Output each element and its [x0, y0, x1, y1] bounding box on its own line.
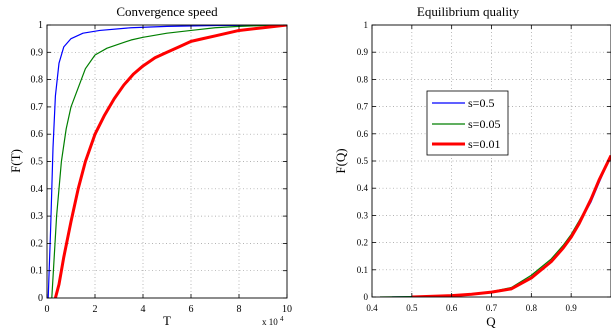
y-tick-label: 0.4	[357, 183, 369, 193]
x-tick-label: 4	[141, 304, 146, 315]
y-tick-label: 0.6	[31, 129, 44, 140]
grid	[372, 25, 611, 297]
y-tick-label: 1	[38, 20, 43, 31]
series-group	[47, 25, 287, 298]
y-tick-label: 0.2	[31, 238, 44, 249]
x-tick-label: 0.4	[366, 303, 378, 313]
x-tick-label: 8	[237, 304, 242, 315]
series-line-2	[411, 154, 611, 297]
x-tick-label: 0.5	[406, 303, 418, 313]
series-line-2	[53, 25, 287, 298]
chart-title: Equilibrium quality	[417, 4, 520, 19]
series-group	[379, 154, 611, 297]
x-axis-multiplier-base: x 10	[262, 317, 278, 327]
legend-label: s=0.05	[468, 117, 500, 131]
y-tick-label: 0.1	[357, 265, 368, 275]
y-tick-label: 0.3	[357, 210, 369, 220]
x-tick-label: 0.7	[486, 303, 498, 313]
grid	[47, 25, 287, 298]
y-tick-label: 1	[364, 20, 369, 30]
y-tick-label: 0.5	[357, 156, 369, 166]
y-axis-label: F(Q)	[333, 148, 348, 173]
y-tick-label: 0.3	[31, 211, 44, 222]
legend-entry-s005: s=0.05	[432, 117, 500, 131]
x-tick-label: 0	[45, 304, 50, 315]
x-tick-label: 6	[189, 304, 194, 315]
x-tick-label: 0.9	[566, 303, 578, 313]
x-axis-multiplier-exponent: 4	[280, 315, 284, 323]
chart-title: Convergence speed	[116, 4, 218, 19]
y-tick-label: 0.7	[357, 102, 369, 112]
y-tick-label: 0.6	[357, 129, 369, 139]
legend: s=0.5 s=0.05 s=0.01	[426, 90, 509, 156]
x-axis-multiplier: x 10 4	[262, 315, 284, 327]
x-axis-label: T	[163, 313, 171, 328]
y-tick-label: 0.8	[357, 74, 369, 84]
axis-ticks: 0 2 4 6 8 10 0 0.1 0.2 0.3 0.4 0.5 0.6 0.7 0.8 0.9 1	[31, 20, 293, 315]
y-tick-label: 0.9	[31, 47, 44, 58]
y-tick-label: 0.5	[31, 157, 44, 168]
equilibrium-quality-chart: Equilibrium quality 0.4 0.5 0.6 0.7 0.8 0.900…	[333, 4, 611, 329]
legend-entry-s05: s=0.5	[432, 96, 494, 110]
y-tick-label: 0.7	[31, 102, 44, 113]
axis-ticks: 0.4 0.5 0.6 0.7 0.8 0.9 0 0.1 0.2 0.3 0.4 0.5 0.6 0.7…	[357, 20, 611, 313]
legend-label: s=0.01	[468, 137, 500, 151]
x-tick-label: 0.8	[526, 303, 538, 313]
convergence-speed-chart: Convergence speed 0 2 4 6 8 10 0 0.1 0.2 0.3 0.4 0.…	[8, 4, 292, 328]
series-line-0	[47, 25, 287, 298]
x-tick-label: 10	[282, 304, 292, 315]
y-axis-label: F(T)	[8, 149, 23, 173]
y-tick-label: 0.9	[357, 47, 369, 57]
x-axis-label: Q	[486, 314, 496, 329]
y-tick-label: 0.4	[31, 184, 44, 195]
series-line-1	[51, 25, 287, 298]
legend-label: s=0.5	[468, 96, 494, 110]
y-tick-label: 0.1	[31, 266, 44, 277]
x-tick-label: 2	[93, 304, 98, 315]
y-tick-label: 0.2	[357, 238, 368, 248]
y-tick-label: 0.8	[31, 75, 44, 86]
y-tick-label: 0	[38, 293, 43, 304]
legend-entry-s001: s=0.01	[432, 137, 500, 151]
y-tick-label: 0	[364, 292, 369, 302]
x-tick-label: 0.6	[446, 303, 458, 313]
